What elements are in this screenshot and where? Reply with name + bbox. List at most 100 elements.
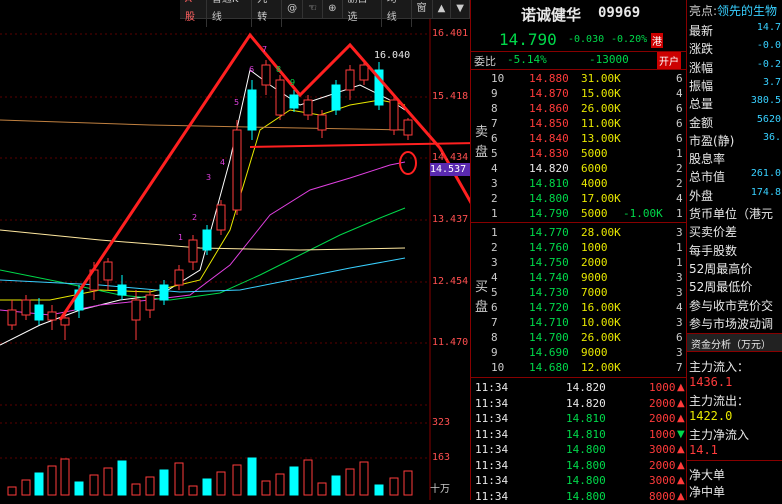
trade-time: 11:34 xyxy=(475,427,509,441)
ask-row: 10 14.880 31.00K 6 xyxy=(471,72,687,86)
ask-level: 9 xyxy=(491,87,498,100)
countdown-number: 5 xyxy=(234,98,239,107)
volume-tick-2: 163 xyxy=(432,452,451,463)
price-change: -0.030 xyxy=(568,34,605,45)
candle-body xyxy=(145,294,155,311)
trade-time: 11:34 xyxy=(475,396,509,410)
ask-price: 14.830 xyxy=(529,147,569,160)
toolbar-at-icon[interactable]: @ xyxy=(282,0,304,18)
fund-flow-label: 主力净流入 xyxy=(689,428,750,442)
info-row: 金额 5620 xyxy=(689,114,782,131)
price-tick-2: 15.418 xyxy=(432,91,469,102)
trade-volume: 2000 xyxy=(649,412,676,425)
trade-row: 11:34 14.820 2000 xyxy=(471,397,687,411)
info-row: 振幅 3.7 xyxy=(689,77,782,94)
ask-volume: 4000 xyxy=(581,177,608,190)
toolbar-kline-type[interactable]: 普通K线 xyxy=(207,0,253,27)
candle-body xyxy=(21,299,31,316)
ask-row: 8 14.860 26.00K 6 xyxy=(471,102,687,116)
volume-bar xyxy=(303,459,313,496)
ask-row: 3 14.810 4000 2 xyxy=(471,177,687,191)
stock-name: 诺诚健华 xyxy=(521,6,582,24)
volume-bar xyxy=(403,470,413,496)
ask-price: 14.840 xyxy=(529,132,569,145)
info-value: 174.8 xyxy=(750,186,781,198)
moving-average-line xyxy=(0,99,406,301)
volume-bar xyxy=(359,461,369,496)
toolbar-tab-ashare[interactable]: A股 xyxy=(180,0,207,27)
countdown-number: 1 xyxy=(178,233,183,242)
chart-toolbar: A股 普通K线 九转 @ ☜ ⊕ 删自选 均线 窗 ▲ ▼ xyxy=(180,0,470,27)
ask-count: 4 xyxy=(676,192,683,205)
buy-side-label: 买 盘 xyxy=(475,280,489,315)
ask-level: 6 xyxy=(491,132,498,145)
divider xyxy=(471,222,687,223)
bid-count: 3 xyxy=(676,226,683,239)
toolbar-nine-turn[interactable]: 九转 xyxy=(252,0,283,27)
candle-body xyxy=(174,269,184,286)
trade-time: 11:34 xyxy=(475,381,509,394)
info-value: 5620 xyxy=(756,113,781,125)
kline-svg[interactable]: 1 2 34 5 6 7 89 xyxy=(0,0,470,500)
ask-volume: 11.00K xyxy=(581,117,621,130)
toolbar-remove-watchlist[interactable]: 删自选 xyxy=(343,0,382,27)
ask-count: 4 xyxy=(676,87,683,100)
annotation-circle xyxy=(399,151,417,175)
divider xyxy=(687,460,782,461)
bid-level: 6 xyxy=(491,301,498,314)
info-label: 总市值 xyxy=(689,170,726,185)
toolbar-down-arrow-icon[interactable]: ▼ xyxy=(451,0,470,18)
bid-level: 10 xyxy=(491,361,505,374)
ask-row: 6 14.840 13.00K 6 xyxy=(471,132,687,146)
ask-level: 1 xyxy=(491,207,498,220)
ask-row: 9 14.870 15.00K 4 xyxy=(471,87,687,101)
countdown-number: 4 xyxy=(220,158,225,167)
ask-level: 3 xyxy=(491,177,498,190)
highlight-row[interactable]: 亮点:领先的生物 xyxy=(689,2,782,19)
volume-bar xyxy=(174,462,184,496)
trade-time: 11:34 xyxy=(475,443,509,456)
bid-price: 14.710 xyxy=(529,316,569,329)
toolbar-window[interactable]: 窗 xyxy=(412,0,433,18)
market-tag: 港 xyxy=(651,33,663,48)
ask-count: 1 xyxy=(676,207,683,220)
bid-price: 14.700 xyxy=(529,331,569,344)
candle-body xyxy=(47,311,57,321)
open-account-button[interactable]: 开户 xyxy=(657,52,681,69)
candle-body xyxy=(275,79,285,116)
last-price: 14.790 xyxy=(499,30,557,49)
bid-count: 4 xyxy=(676,301,683,314)
candle-body xyxy=(403,119,413,136)
info-row: 总量 380.5 xyxy=(689,95,782,112)
bid-count: 1 xyxy=(676,256,683,269)
bid-level: 2 xyxy=(491,241,498,254)
moving-average-line xyxy=(0,229,406,251)
fund-analysis-tab[interactable]: 资金分析（万元） xyxy=(687,333,782,352)
fund-flow-label: 主力流出： xyxy=(689,394,750,408)
fund-flow-value: 14.1 xyxy=(689,443,718,457)
current-price-tag: 14.537 xyxy=(430,163,470,176)
toolbar-hand-icon[interactable]: ☜ xyxy=(303,0,324,18)
trade-up-arrow-icon: ▲ xyxy=(677,382,685,393)
moving-average-line xyxy=(0,119,406,131)
volume-bar xyxy=(60,458,70,496)
ask-level: 5 xyxy=(491,147,498,160)
candle-body xyxy=(202,229,212,251)
toolbar-moving-average[interactable]: 均线 xyxy=(382,0,412,27)
toolbar-up-arrow-icon[interactable]: ▲ xyxy=(433,0,452,18)
info-label: 最新 xyxy=(689,24,714,38)
ask-row: 7 14.850 11.00K 6 xyxy=(471,117,687,131)
trade-row: 11:34 14.800 3000 xyxy=(471,474,687,488)
bid-level: 9 xyxy=(491,346,498,359)
bid-volume: 2000 xyxy=(581,256,608,269)
bid-count: 3 xyxy=(676,286,683,299)
net-medium-order: 净中单 xyxy=(689,485,726,499)
fund-flow-value: 1422.0 xyxy=(689,409,733,423)
volume-bar xyxy=(331,475,341,496)
toolbar-zoom-icon[interactable]: ⊕ xyxy=(323,0,343,18)
trade-price: 14.820 xyxy=(566,396,606,410)
candle-body xyxy=(389,99,399,131)
volume-bar xyxy=(145,476,155,496)
trade-price: 14.800 xyxy=(566,474,606,487)
